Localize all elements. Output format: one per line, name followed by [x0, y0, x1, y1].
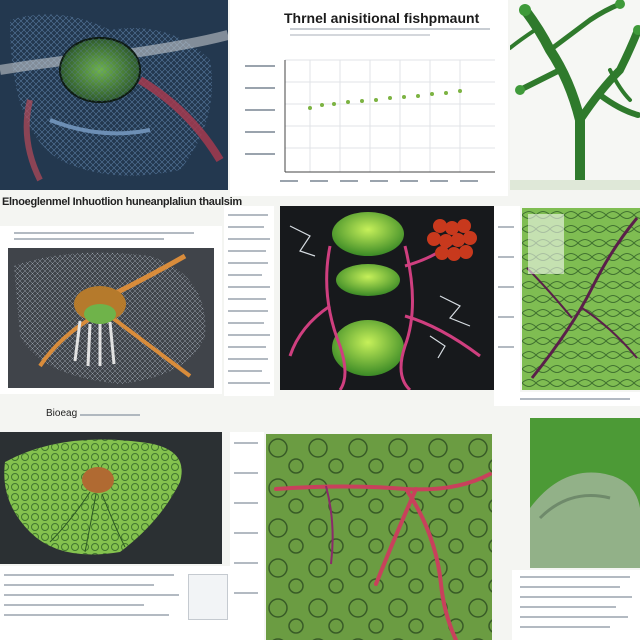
panel-chart: Thrnel anisitional fishpmaunt: [230, 0, 508, 196]
panel-cell-render: [0, 226, 222, 394]
vessel-render-icon: [280, 206, 494, 390]
chart-title: Thrnel anisitional fishpmaunt: [284, 10, 480, 26]
panel-anatomy-dark: [0, 0, 228, 190]
panel-vessels: [280, 206, 494, 390]
vein-network-render-icon: [510, 0, 640, 190]
panel-organ: [0, 432, 222, 564]
panel-bottom-text-strip: [230, 432, 264, 640]
panel-bottom-text: [0, 566, 230, 640]
cell-anatomy-render-icon: [8, 248, 214, 388]
panel-leaf-veins: [522, 208, 640, 390]
panel-tissue-vessels: [266, 434, 492, 640]
organ-render-icon: [4, 439, 182, 555]
caption-mid-left: Elnoeglenmel Inhuotlion huneanplaliun th…: [2, 196, 242, 208]
panel-right-caption: [500, 392, 640, 406]
panel-green-mound: [530, 418, 640, 568]
green-mound-render-icon: [530, 418, 640, 568]
tissue-3d-render-icon: [0, 0, 228, 190]
panel-bottom-right-text: [512, 570, 640, 640]
panel-vein-network: [510, 0, 640, 190]
panel-side-text: [494, 206, 520, 406]
panel-text-strip: [224, 206, 274, 396]
leaf-cross-section-render-icon: [522, 208, 640, 390]
scatter-chart: [245, 59, 495, 182]
tissue-vessel-render-icon: [266, 434, 492, 640]
caption-bottom-left: Bioeag: [46, 408, 78, 419]
